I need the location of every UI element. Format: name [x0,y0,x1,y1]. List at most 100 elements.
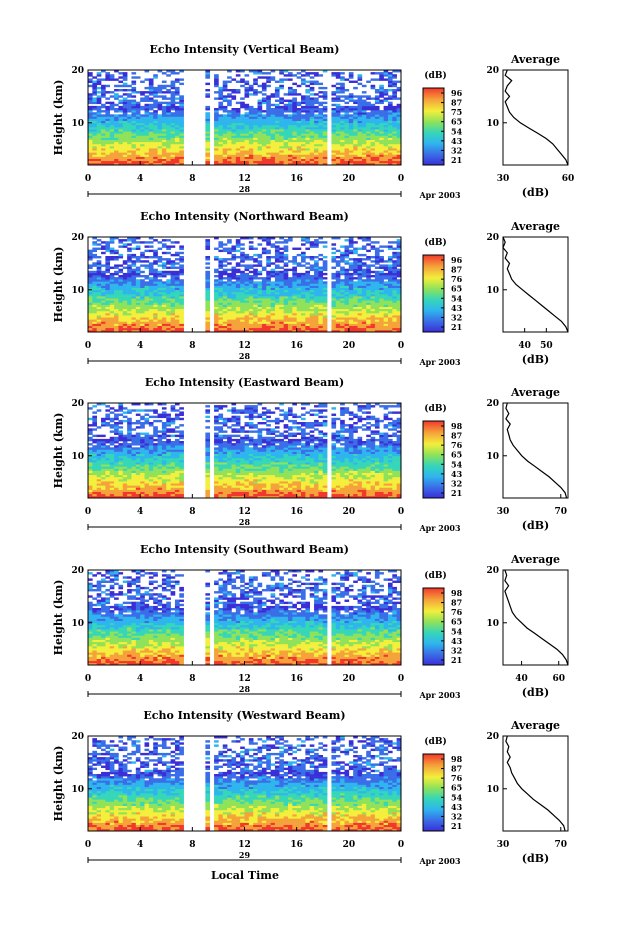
heatmap-cell [222,156,228,159]
heatmap-cell [296,152,302,155]
heatmap-cell [309,495,315,499]
heatmap-cell [357,156,363,159]
heatmap-cell [231,118,237,121]
heatmap-cell [153,112,158,115]
heatmap-cell [127,146,132,149]
heatmap-cell [396,89,402,92]
heatmap-cell [331,315,337,318]
heatmap-cell [88,116,93,119]
heatmap-cell [248,133,254,136]
heatmap-cell [118,124,124,128]
heatmap-cell [266,315,271,318]
heatmap-cell [361,319,367,322]
heatmap-cell [292,287,297,291]
heatmap-cell [92,152,97,155]
heatmap-cell [340,124,345,128]
heatmap-cell [261,89,267,92]
heatmap-cell [127,108,132,111]
heatmap-cell [357,321,363,324]
heatmap-cell [396,253,402,257]
heatmap-cell [279,84,284,88]
heatmap-cell [105,495,111,499]
heatmap-cell [379,283,384,286]
heatmap-cell [105,91,111,94]
heatmap-cell [357,141,363,145]
heatmap-cell [174,158,180,162]
heatmap-cell [357,308,363,312]
heatmap-cell [122,287,128,291]
heatmap-cell [322,317,328,320]
heatmap-cell [127,323,132,326]
heatmap-cell [322,162,328,166]
heatmap-cell [392,306,397,310]
heatmap-cell [374,158,380,162]
heatmap-cell [157,317,163,320]
heatmap-cell [283,491,289,495]
heatmap-cell [361,105,367,109]
heatmap-cell [374,162,380,166]
heatmap-cell [127,302,132,305]
heatmap-cell [101,156,106,159]
heatmap-cell [222,162,228,166]
heatmap-cell [240,260,245,263]
heatmap-cell [374,310,380,314]
heatmap-cell [270,300,276,303]
heatmap-cell [114,272,119,276]
heatmap-cell [231,148,237,151]
heatmap-cell [105,127,111,130]
heatmap-cell [218,143,224,147]
heatmap-cell [257,156,263,159]
heatmap-cell [309,313,315,316]
heatmap-cell [174,253,180,257]
heatmap-cell [335,108,341,111]
heatmap-cell [274,323,280,326]
heatmap-cell [348,76,354,79]
heatmap-cell [135,124,141,128]
heatmap-cell [153,148,158,151]
heatmap-cell [231,270,237,274]
heatmap-cell [266,154,271,157]
heatmap-cell [144,124,150,128]
heatmap-cell [92,141,97,145]
heatmap-cell [88,304,93,307]
heatmap-cell [92,291,97,295]
heatmap-cell [322,124,328,128]
heatmap-cell [205,300,211,303]
heatmap-cell [166,298,171,301]
heatmap-cell [270,270,276,274]
heatmap-cell [353,129,358,132]
heatmap-cell [374,260,380,263]
heatmap-cell [148,272,154,276]
heatmap-cell [331,156,337,159]
heatmap-cell [292,116,297,119]
heatmap-cell [366,95,371,98]
heatmap-cell [235,317,241,320]
heatmap-cell [244,298,250,301]
heatmap-cell [261,127,267,130]
heatmap-cell [140,275,145,278]
heatmap-cell [370,114,376,117]
heatmap-cell [392,317,397,320]
heatmap-cell [153,325,158,329]
heatmap-cell [114,78,119,81]
heatmap-cell [227,308,232,312]
heatmap-cell [253,495,258,499]
heatmap-cell [244,156,250,159]
heatmap-cell [292,279,297,282]
heatmap-cell [244,327,250,331]
heatmap-cell [109,95,115,98]
heatmap-cell [392,150,397,153]
heatmap-cell [157,70,163,73]
heatmap-cell [122,283,128,286]
heatmap-cell [174,296,180,299]
heatmap-cell [135,146,141,149]
heatmap-cell [344,108,350,111]
heatmap-cell [266,493,271,497]
heatmap-cell [205,285,211,288]
heatmap-cell [131,239,137,242]
heatmap-cell [387,256,393,259]
heatmap-cell [274,152,280,155]
heatmap-cell [383,114,389,117]
heatmap-cell [301,306,306,310]
heatmap-cell [88,110,93,113]
